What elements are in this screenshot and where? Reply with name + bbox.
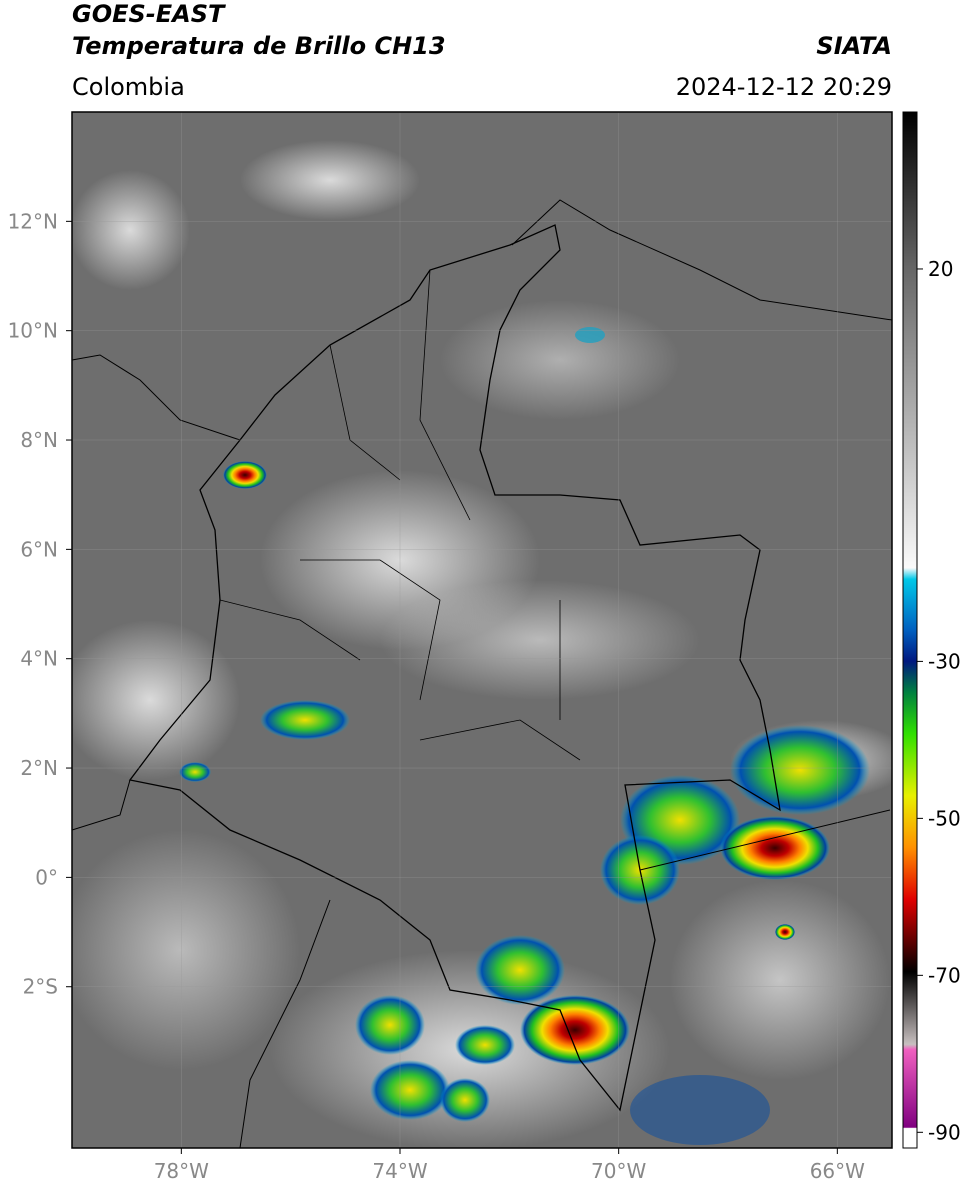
y-tick-label: 4°N: [20, 647, 58, 671]
colorbar-tick-label: -30: [928, 649, 961, 673]
region: Colombia: [72, 73, 185, 101]
timestamp: 2024-12-12 20:29: [676, 73, 892, 101]
colorbar-ticks: 20 -30 -50 -70 -90: [917, 257, 961, 1144]
x-tick-label: 70°W: [591, 1159, 646, 1183]
subtitle: Temperatura de Brillo CH13: [72, 32, 446, 60]
y-tick-label: 0°: [35, 865, 58, 889]
map-frame: [71, 111, 893, 1149]
colorbar-tick-label: -90: [928, 1120, 961, 1144]
y-tick-label: 2°N: [20, 756, 58, 780]
graticule: [66, 112, 892, 1154]
y-tick-label: 10°N: [8, 319, 58, 343]
satellite-image: [72, 112, 892, 1148]
title: GOES-EAST: [72, 0, 226, 28]
x-tick-label: 78°W: [154, 1159, 209, 1183]
source: SIATA: [816, 32, 892, 60]
y-tick-label: 12°N: [8, 209, 58, 233]
y-tick-label: 6°N: [20, 537, 58, 561]
x-tick-label: 66°W: [810, 1159, 865, 1183]
y-tick-label: 8°N: [20, 428, 58, 452]
x-tick-label: 74°W: [372, 1159, 427, 1183]
colorbar-tick-label: 20: [928, 257, 953, 281]
colorbar-tick-label: -50: [928, 806, 961, 830]
colorbar-tick-label: -70: [928, 963, 961, 987]
y-tick-label: 2°S: [23, 975, 58, 999]
colorbar: [902, 111, 918, 1149]
